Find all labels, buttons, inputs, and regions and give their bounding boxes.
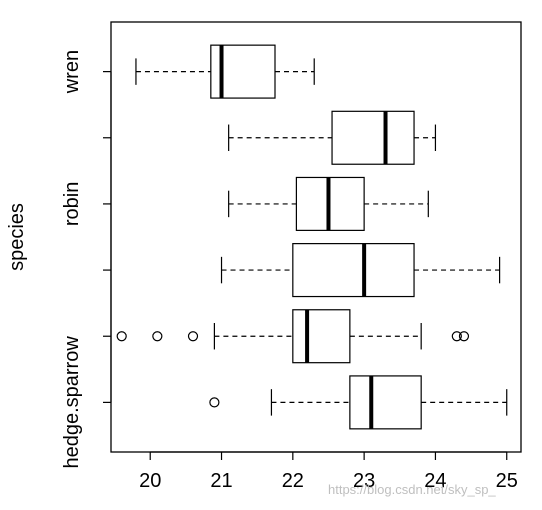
x-tick-label: 23 xyxy=(353,470,375,492)
outlier-point xyxy=(209,397,220,408)
watermark: https://blog.csdn.net/sky_sp_ xyxy=(328,482,496,497)
x-tick-label: 22 xyxy=(282,470,304,492)
x-axis: 20 21 22 23 24 25 xyxy=(139,451,518,492)
x-tick-label: 24 xyxy=(424,470,446,492)
box-group xyxy=(116,44,508,430)
box-robin xyxy=(228,176,429,231)
box-iqr xyxy=(292,243,415,298)
y-tick-label: wren xyxy=(61,50,83,94)
outlier-point xyxy=(152,331,163,342)
y-tick-label: hedge.sparrow xyxy=(61,336,83,469)
y-tick-label: robin xyxy=(61,182,83,226)
x-tick-label: 21 xyxy=(210,470,232,492)
outlier-point xyxy=(116,331,127,342)
box-iqr xyxy=(292,309,351,364)
box-wren xyxy=(135,44,315,99)
outlier-point xyxy=(187,331,199,342)
x-tick-label: 20 xyxy=(139,470,161,492)
box-iqr xyxy=(349,375,422,430)
x-tick-label: 25 xyxy=(496,470,518,492)
outlier-point xyxy=(458,331,470,342)
y-axis: hedge.sparrow robin wren xyxy=(61,50,112,469)
box-group-2 xyxy=(116,309,470,364)
box-hedge.sparrow xyxy=(209,375,508,430)
outlier-point xyxy=(451,331,462,342)
plot-frame xyxy=(110,21,522,453)
box-group-3 xyxy=(220,243,501,298)
box-iqr xyxy=(331,110,415,165)
y-axis-title: species xyxy=(6,203,28,271)
box-group-5 xyxy=(228,110,437,165)
